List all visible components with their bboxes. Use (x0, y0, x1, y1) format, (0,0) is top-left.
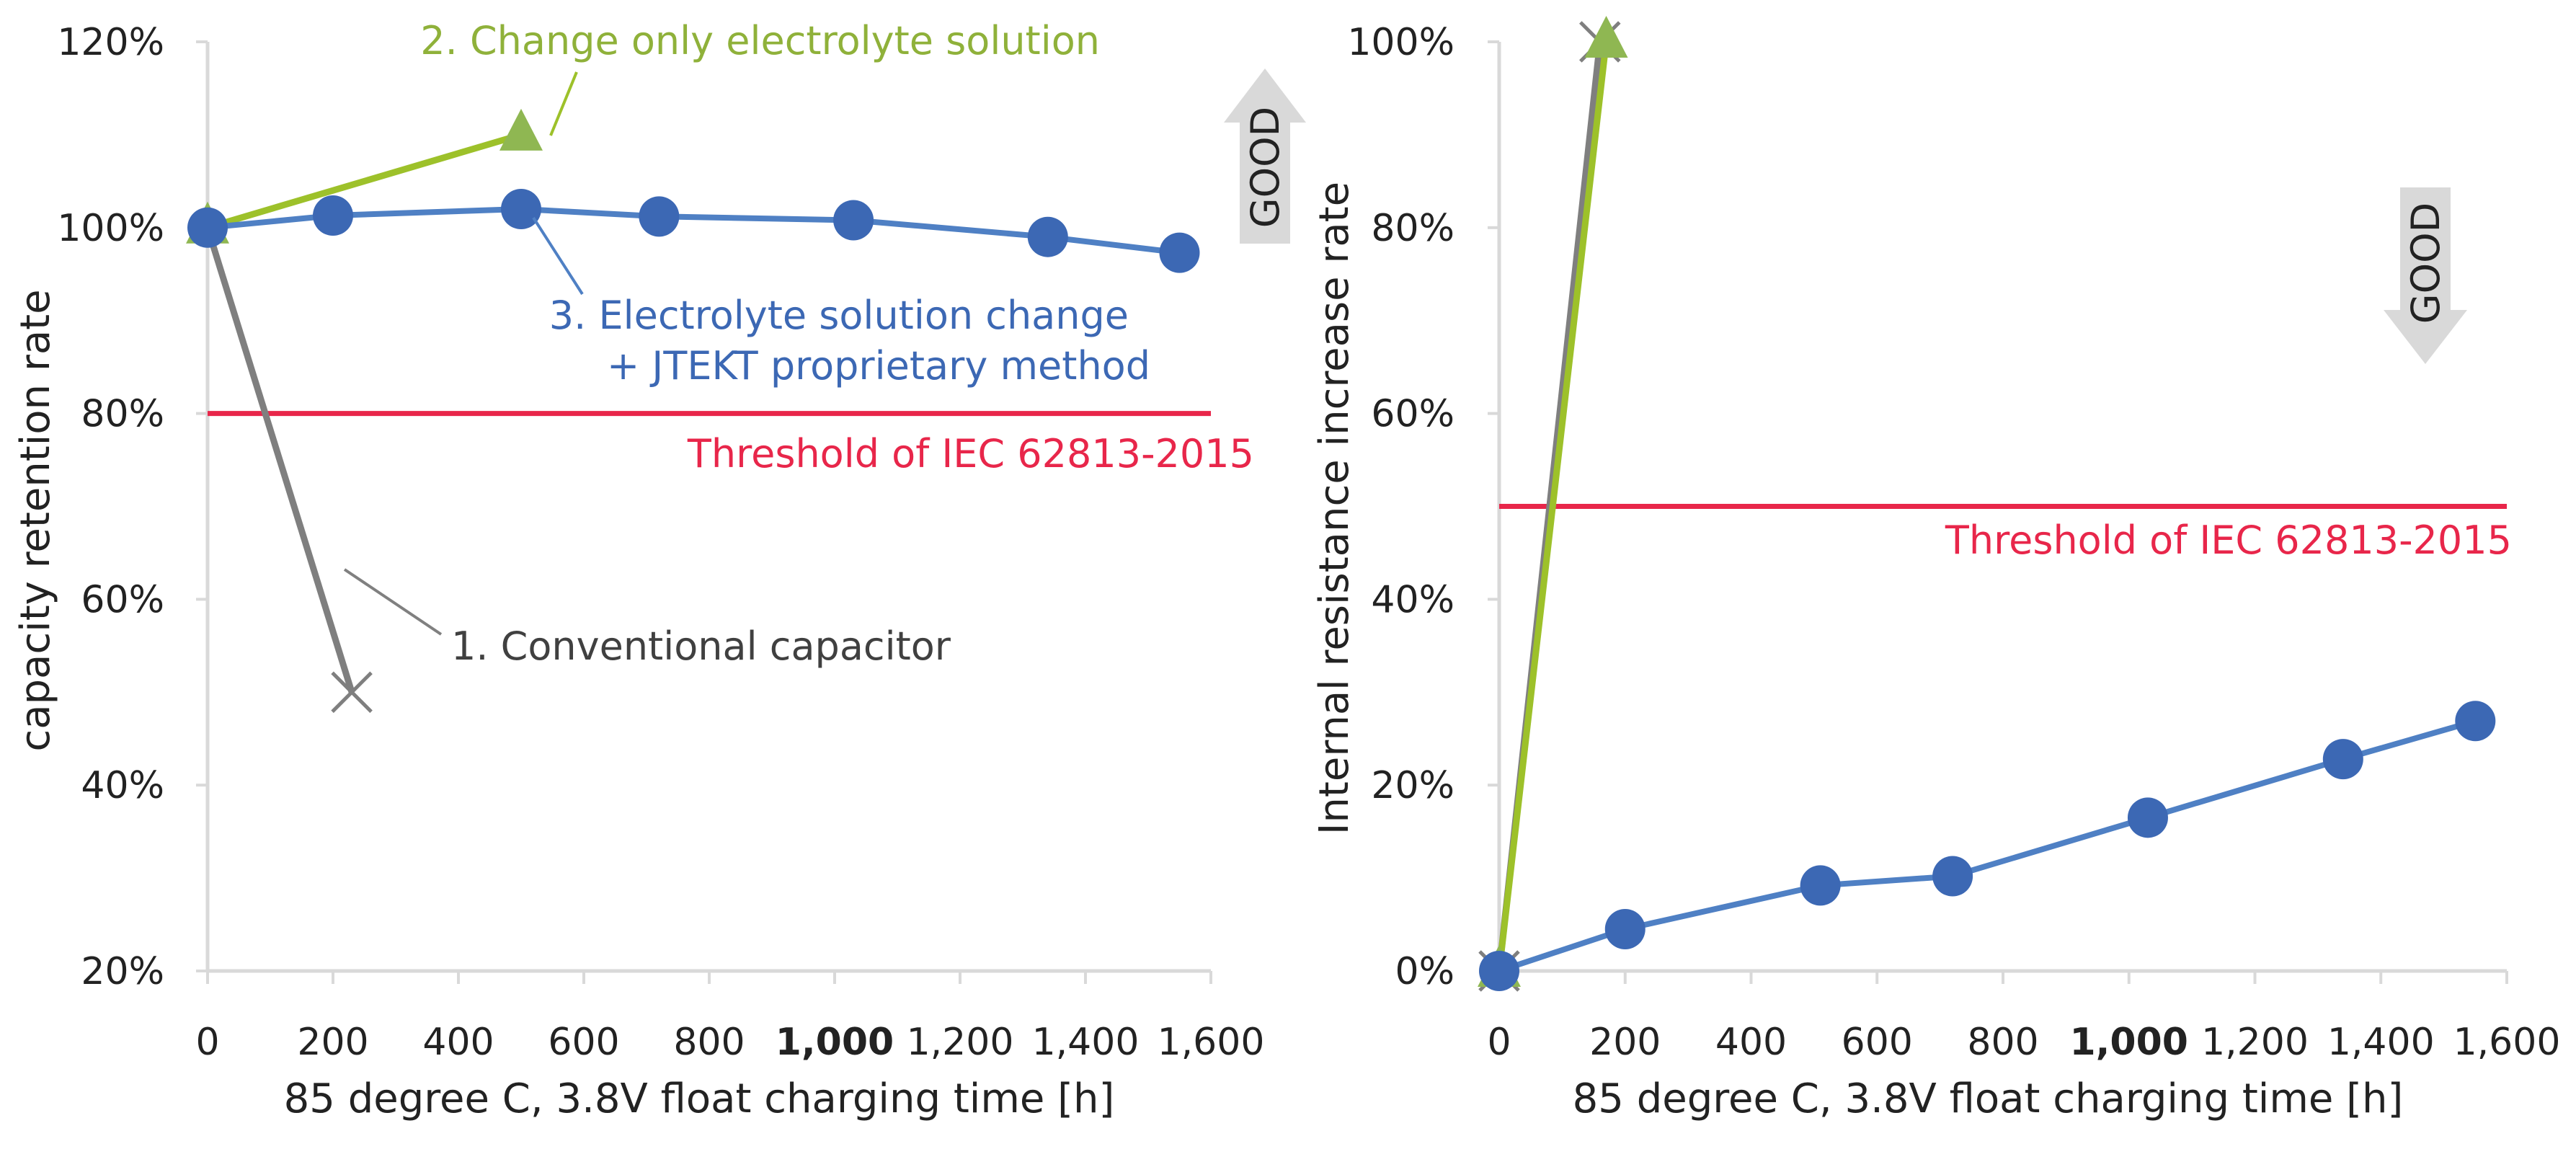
chart1-good-arrow: GOOD (1224, 68, 1306, 244)
chart2-x-ticks: 0 200 400 600 800 1,000 1,200 1,400 1,600 (1487, 971, 2560, 1064)
chart2-x-axis-title: 85 degree C, 3.8V float charging time [h… (1573, 1075, 2404, 1122)
chart1-x-tick-label: 600 (548, 1021, 619, 1064)
chart2-y-tick-label: 40% (1371, 578, 1454, 621)
chart2-y-tick-label: 100% (1347, 21, 1454, 64)
chart1-jtekt-point (1027, 216, 1068, 257)
chart2-y-tick-label: 80% (1371, 207, 1454, 250)
chart1-conventional-leader (343, 568, 443, 636)
chart1-y-tick-label: 100% (57, 207, 164, 250)
chart1-series-conventional-line (204, 226, 355, 693)
chart1-threshold-label: Threshold of IEC 62813-2015 (687, 431, 1254, 476)
chart-internal-resistance: 0 200 400 600 800 1,000 1,200 1,400 1,600 0% 20% 4… (1311, 16, 2560, 1122)
chart1-x-tick-label: 1,600 (1158, 1021, 1265, 1064)
chart1-x-axis-title: 85 degree C, 3.8V float charging time [h… (284, 1075, 1115, 1122)
chart1-jtekt-point (501, 189, 541, 230)
chart1-jtekt-leader (532, 216, 584, 296)
good-arrow-down-icon (2384, 187, 2467, 364)
chart1-x-tick-label: 400 (422, 1021, 494, 1064)
chart2-y-ticks: 0% 20% 40% 60% 80% 100% (1347, 21, 1499, 993)
chart1-electrolyte-leader (549, 71, 578, 136)
chart2-x-tick-label: 800 (1967, 1021, 2038, 1064)
chart1-jtekt-point (1159, 232, 1200, 273)
chart1-jtekt-point (833, 200, 874, 241)
chart1-y-ticks: 20% 40% 60% 80% 100% 120% (57, 21, 208, 993)
chart2-jtekt-point (2455, 701, 2496, 742)
chart2-x-tick-label: 0 (1487, 1021, 1511, 1064)
chart1-annotations (343, 71, 584, 636)
good-arrow-up-icon (1224, 68, 1306, 244)
chart2-jtekt-point (1932, 856, 1973, 897)
chart1-y-axis-title: capacity retention rate (12, 289, 59, 751)
chart1-y-tick-label: 40% (81, 764, 164, 807)
chart2-x-tick-label: 1,600 (2453, 1021, 2561, 1064)
chart1-x-ticks: 0 200 400 600 800 1,000 1,200 1,400 1,600 (195, 971, 1264, 1064)
chart2-x-tick-label: 400 (1715, 1021, 1787, 1064)
chart1-x-tick-label: 800 (673, 1021, 745, 1064)
chart2-good-arrow: GOOD (2384, 187, 2467, 364)
chart1-jtekt-point (639, 196, 680, 237)
chart2-electrolyte-point (1584, 16, 1628, 58)
chart2-y-axis-title: Internal resistance increase rate (1311, 182, 1358, 835)
chart1-good-label: GOOD (1243, 107, 1288, 228)
chart1-jtekt-label-line1: 3. Electrolyte solution change (549, 293, 1129, 338)
chart2-jtekt-point (2322, 739, 2363, 780)
chart2-y-tick-label: 60% (1371, 393, 1454, 436)
chart1-conventional-point (331, 671, 373, 714)
chart1-jtekt-label-line2: + JTEKT proprietary method (607, 343, 1150, 389)
chart2-y-tick-label: 0% (1395, 950, 1455, 993)
chart1-y-tick-label: 120% (57, 21, 164, 64)
chart2-series-electrolyte-line (1496, 41, 1609, 972)
chart2-threshold-label: Threshold of IEC 62813-2015 (1945, 518, 2512, 563)
chart2-jtekt-point (1604, 908, 1645, 949)
chart1-y-tick-label: 60% (81, 578, 164, 621)
chart1-electrolyte-label: 2. Change only electrolyte solution (420, 18, 1100, 63)
chart1-y-tick-label: 20% (81, 950, 164, 993)
chart1-conventional-label: 1. Conventional capacitor (451, 624, 951, 669)
chart1-jtekt-point (187, 207, 228, 248)
chart1-series (186, 108, 1200, 714)
chart2-y-tick-label: 20% (1371, 764, 1454, 807)
chart-capacity-retention: 0 200 400 600 800 1,000 1,200 1,400 1,600 20% 40%… (12, 18, 1306, 1122)
chart2-good-label: GOOD (2403, 203, 2448, 324)
chart2-jtekt-point (2127, 797, 2168, 838)
chart2-x-tick-label: 600 (1842, 1021, 1913, 1064)
chart1-x-tick-label: 1,200 (907, 1021, 1014, 1064)
chart2-jtekt-point (1479, 951, 1519, 991)
chart2-series (1478, 16, 2496, 992)
chart1-electrolyte-point (499, 108, 543, 151)
chart2-x-tick-label: 1,000 (2070, 1021, 2188, 1064)
chart1-x-tick-label: 0 (195, 1021, 219, 1064)
chart1-x-tick-label: 1,000 (776, 1021, 894, 1064)
chart1-series-electrolyte-line (206, 131, 523, 231)
chart2-jtekt-point (1800, 865, 1841, 906)
chart2-x-tick-label: 1,400 (2327, 1021, 2435, 1064)
chart2-x-tick-label: 200 (1589, 1021, 1661, 1064)
chart1-x-tick-label: 200 (297, 1021, 368, 1064)
chart1-jtekt-point (313, 195, 353, 236)
chart1-x-tick-label: 1,400 (1032, 1021, 1140, 1064)
chart2-x-tick-label: 1,200 (2201, 1021, 2309, 1064)
chart1-y-tick-label: 80% (81, 393, 164, 436)
